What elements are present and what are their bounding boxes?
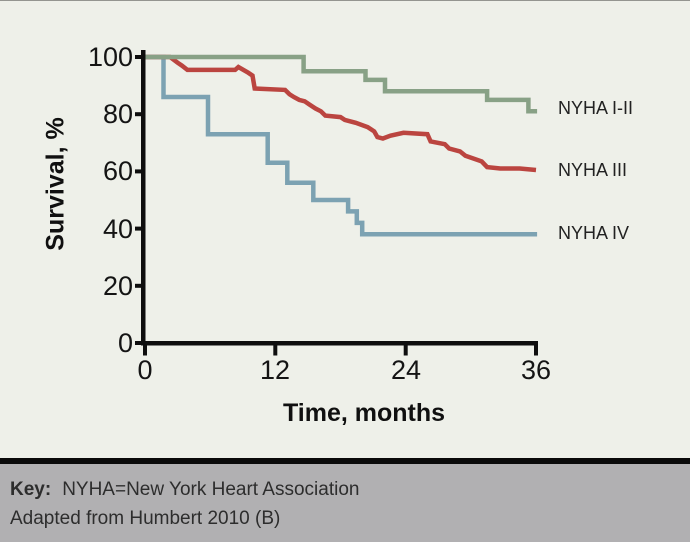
x-tick-label-36: 36 bbox=[520, 355, 552, 385]
x-tick-label-12: 12 bbox=[259, 355, 291, 385]
x-tick-mark bbox=[143, 345, 147, 356]
y-tick-mark bbox=[135, 283, 141, 288]
y-tick-label-0: 0 bbox=[117, 328, 133, 358]
y-tick-mark bbox=[135, 341, 141, 345]
y-tick-label-80: 80 bbox=[102, 99, 133, 129]
y-tick-label-100: 100 bbox=[87, 42, 133, 72]
key-label: Key: bbox=[10, 479, 52, 500]
key-separator-bar bbox=[0, 458, 690, 464]
y-tick-mark bbox=[135, 112, 141, 117]
y-tick-label-60: 60 bbox=[102, 156, 133, 186]
x-tick-mark bbox=[273, 345, 278, 356]
series-label-nyha-iv: NYHA IV bbox=[558, 223, 630, 243]
curve-nyha-iii bbox=[145, 54, 537, 173]
x-tick-label-24: 24 bbox=[390, 355, 422, 385]
key-definition-text: NYHA=New York Heart Association bbox=[62, 479, 360, 500]
y-tick-mark bbox=[135, 55, 141, 59]
key-line-attribution: Adapted from Humbert 2010 (B) bbox=[10, 508, 281, 529]
x-axis-title: Time, months bbox=[282, 399, 446, 427]
series-label-nyha-i-ii: NYHA I-II bbox=[558, 98, 634, 118]
series-label-nyha-iii: NYHA III bbox=[558, 160, 628, 180]
x-tick-mark bbox=[534, 345, 538, 356]
curve-nyha-iv bbox=[145, 54, 538, 237]
y-tick-mark bbox=[135, 226, 141, 231]
survival-chart-region: Survival, % Time, months 100 80 60 40 20… bbox=[0, 0, 690, 427]
y-tick-label-20: 20 bbox=[102, 271, 133, 301]
x-tick-label-0: 0 bbox=[137, 355, 153, 385]
key-panel: Key: NYHA=New York Heart Association Adap… bbox=[0, 464, 690, 542]
key-line-definition: Key: NYHA=New York Heart Association bbox=[10, 475, 680, 504]
y-axis-line bbox=[141, 50, 146, 345]
survival-chart-canvas bbox=[135, 50, 538, 356]
y-tick-mark bbox=[135, 169, 141, 174]
x-axis-line bbox=[141, 341, 538, 346]
x-tick-mark bbox=[403, 345, 408, 356]
curve-nyha-i-ii bbox=[145, 54, 538, 114]
y-tick-label-40: 40 bbox=[102, 214, 133, 244]
